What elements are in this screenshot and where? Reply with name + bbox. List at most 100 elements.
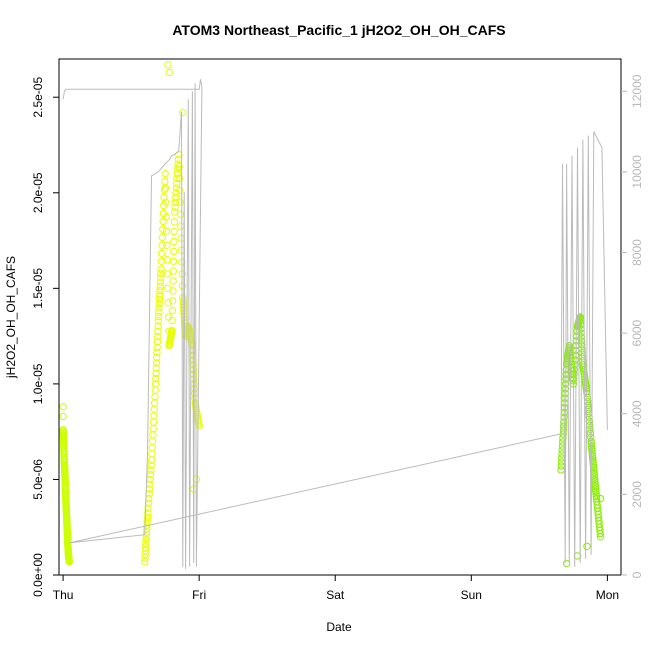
y2-tick-label: 0 xyxy=(630,571,644,578)
data-point xyxy=(176,186,184,195)
data-point xyxy=(596,529,604,538)
data-point xyxy=(154,322,162,330)
data-point xyxy=(155,304,163,312)
data-point xyxy=(591,482,600,491)
scatter-series-0 xyxy=(59,403,73,566)
plot-area xyxy=(59,60,608,570)
data-point xyxy=(158,241,166,250)
data-point xyxy=(169,287,177,295)
data-point xyxy=(179,108,187,117)
data-point xyxy=(141,546,150,555)
data-point xyxy=(576,313,584,321)
data-point xyxy=(146,471,155,479)
y2-tick-label: 8000 xyxy=(630,239,644,266)
data-point xyxy=(163,241,171,250)
data-point xyxy=(142,539,150,547)
data-point xyxy=(172,193,180,202)
data-point xyxy=(155,295,164,303)
data-point xyxy=(173,170,182,178)
y-tick-label: 1.0e-05 xyxy=(31,363,45,404)
data-point xyxy=(143,517,151,525)
y-tick-label: 1.5e-05 xyxy=(31,268,45,309)
data-point xyxy=(161,184,170,192)
data-point xyxy=(152,364,161,372)
x-tick-label: Fri xyxy=(192,588,206,602)
data-point xyxy=(162,213,170,221)
data-point xyxy=(141,557,149,566)
data-point xyxy=(154,332,162,341)
data-point xyxy=(176,198,184,207)
data-point xyxy=(562,559,571,568)
data-point xyxy=(571,361,579,369)
data-point xyxy=(171,203,179,211)
x-axis: Thu Fri Sat Sun Mon xyxy=(53,575,619,602)
x-axis-label: Date xyxy=(326,620,352,634)
data-point xyxy=(168,326,176,335)
data-point xyxy=(582,382,590,390)
data-point xyxy=(571,356,579,364)
y2-tick-label: 10000 xyxy=(630,155,644,189)
data-point xyxy=(153,353,161,362)
data-point xyxy=(141,543,150,551)
data-point xyxy=(158,249,166,258)
data-point xyxy=(144,509,152,517)
data-point xyxy=(173,174,181,183)
data-point xyxy=(59,412,67,421)
data-point xyxy=(59,403,67,411)
y2-tick-label: 12000 xyxy=(630,74,644,108)
data-point xyxy=(153,338,162,346)
y-axis: 0.0e+00 5.0e-06 1.0e-05 1.5e-05 2.0e-05 2.5e-… xyxy=(31,77,59,597)
data-point xyxy=(592,487,600,496)
data-point xyxy=(153,343,161,351)
data-point xyxy=(154,317,163,325)
data-point xyxy=(156,291,164,299)
data-point xyxy=(588,451,597,460)
x-tick-label: Sat xyxy=(326,588,345,602)
data-point xyxy=(153,348,161,357)
data-point xyxy=(143,514,152,522)
data-point xyxy=(169,267,178,275)
data-point xyxy=(169,257,178,265)
data-point xyxy=(164,299,172,307)
data-point xyxy=(589,459,597,467)
data-point xyxy=(558,454,566,462)
y-tick-label: 2.5e-05 xyxy=(31,77,45,118)
data-point xyxy=(596,533,605,541)
data-point xyxy=(589,454,597,462)
y2-axis: 0 2000 4000 6000 8000 10000 12000 xyxy=(621,74,644,578)
data-point xyxy=(168,297,177,305)
data-point xyxy=(156,274,165,282)
data-point xyxy=(175,174,184,183)
data-point xyxy=(157,265,165,273)
x-tick-label: Thu xyxy=(53,588,74,602)
data-point xyxy=(142,528,151,536)
data-point xyxy=(169,277,177,285)
data-point xyxy=(168,306,177,315)
data-point xyxy=(142,532,151,540)
data-point xyxy=(161,170,169,178)
data-point xyxy=(162,198,170,207)
data-point xyxy=(152,359,161,367)
data-point xyxy=(154,312,163,321)
y-tick-label: 5.0e-06 xyxy=(31,459,45,500)
data-point xyxy=(583,542,591,550)
data-point xyxy=(175,162,183,171)
y-tick-label: 2.0e-05 xyxy=(31,172,45,213)
data-point xyxy=(559,426,568,434)
y2-tick-label: 2000 xyxy=(630,481,644,508)
data-point xyxy=(579,361,587,369)
chart-title: ATOM3 Northeast_Pacific_1 jH2O2_OH_OH_CA… xyxy=(172,22,505,38)
data-point xyxy=(152,374,160,383)
data-point xyxy=(589,456,597,464)
data-point xyxy=(164,60,172,69)
y2-tick-label: 4000 xyxy=(630,400,644,427)
data-point xyxy=(156,282,164,291)
data-point xyxy=(581,377,589,386)
data-point xyxy=(151,380,160,388)
data-point xyxy=(147,466,155,474)
y-axis-label: jH2O2_OH_OH_CAFS xyxy=(4,256,18,379)
scatter-series-1 xyxy=(141,60,203,566)
y2-tick-label: 6000 xyxy=(630,319,644,346)
data-point xyxy=(570,365,579,374)
